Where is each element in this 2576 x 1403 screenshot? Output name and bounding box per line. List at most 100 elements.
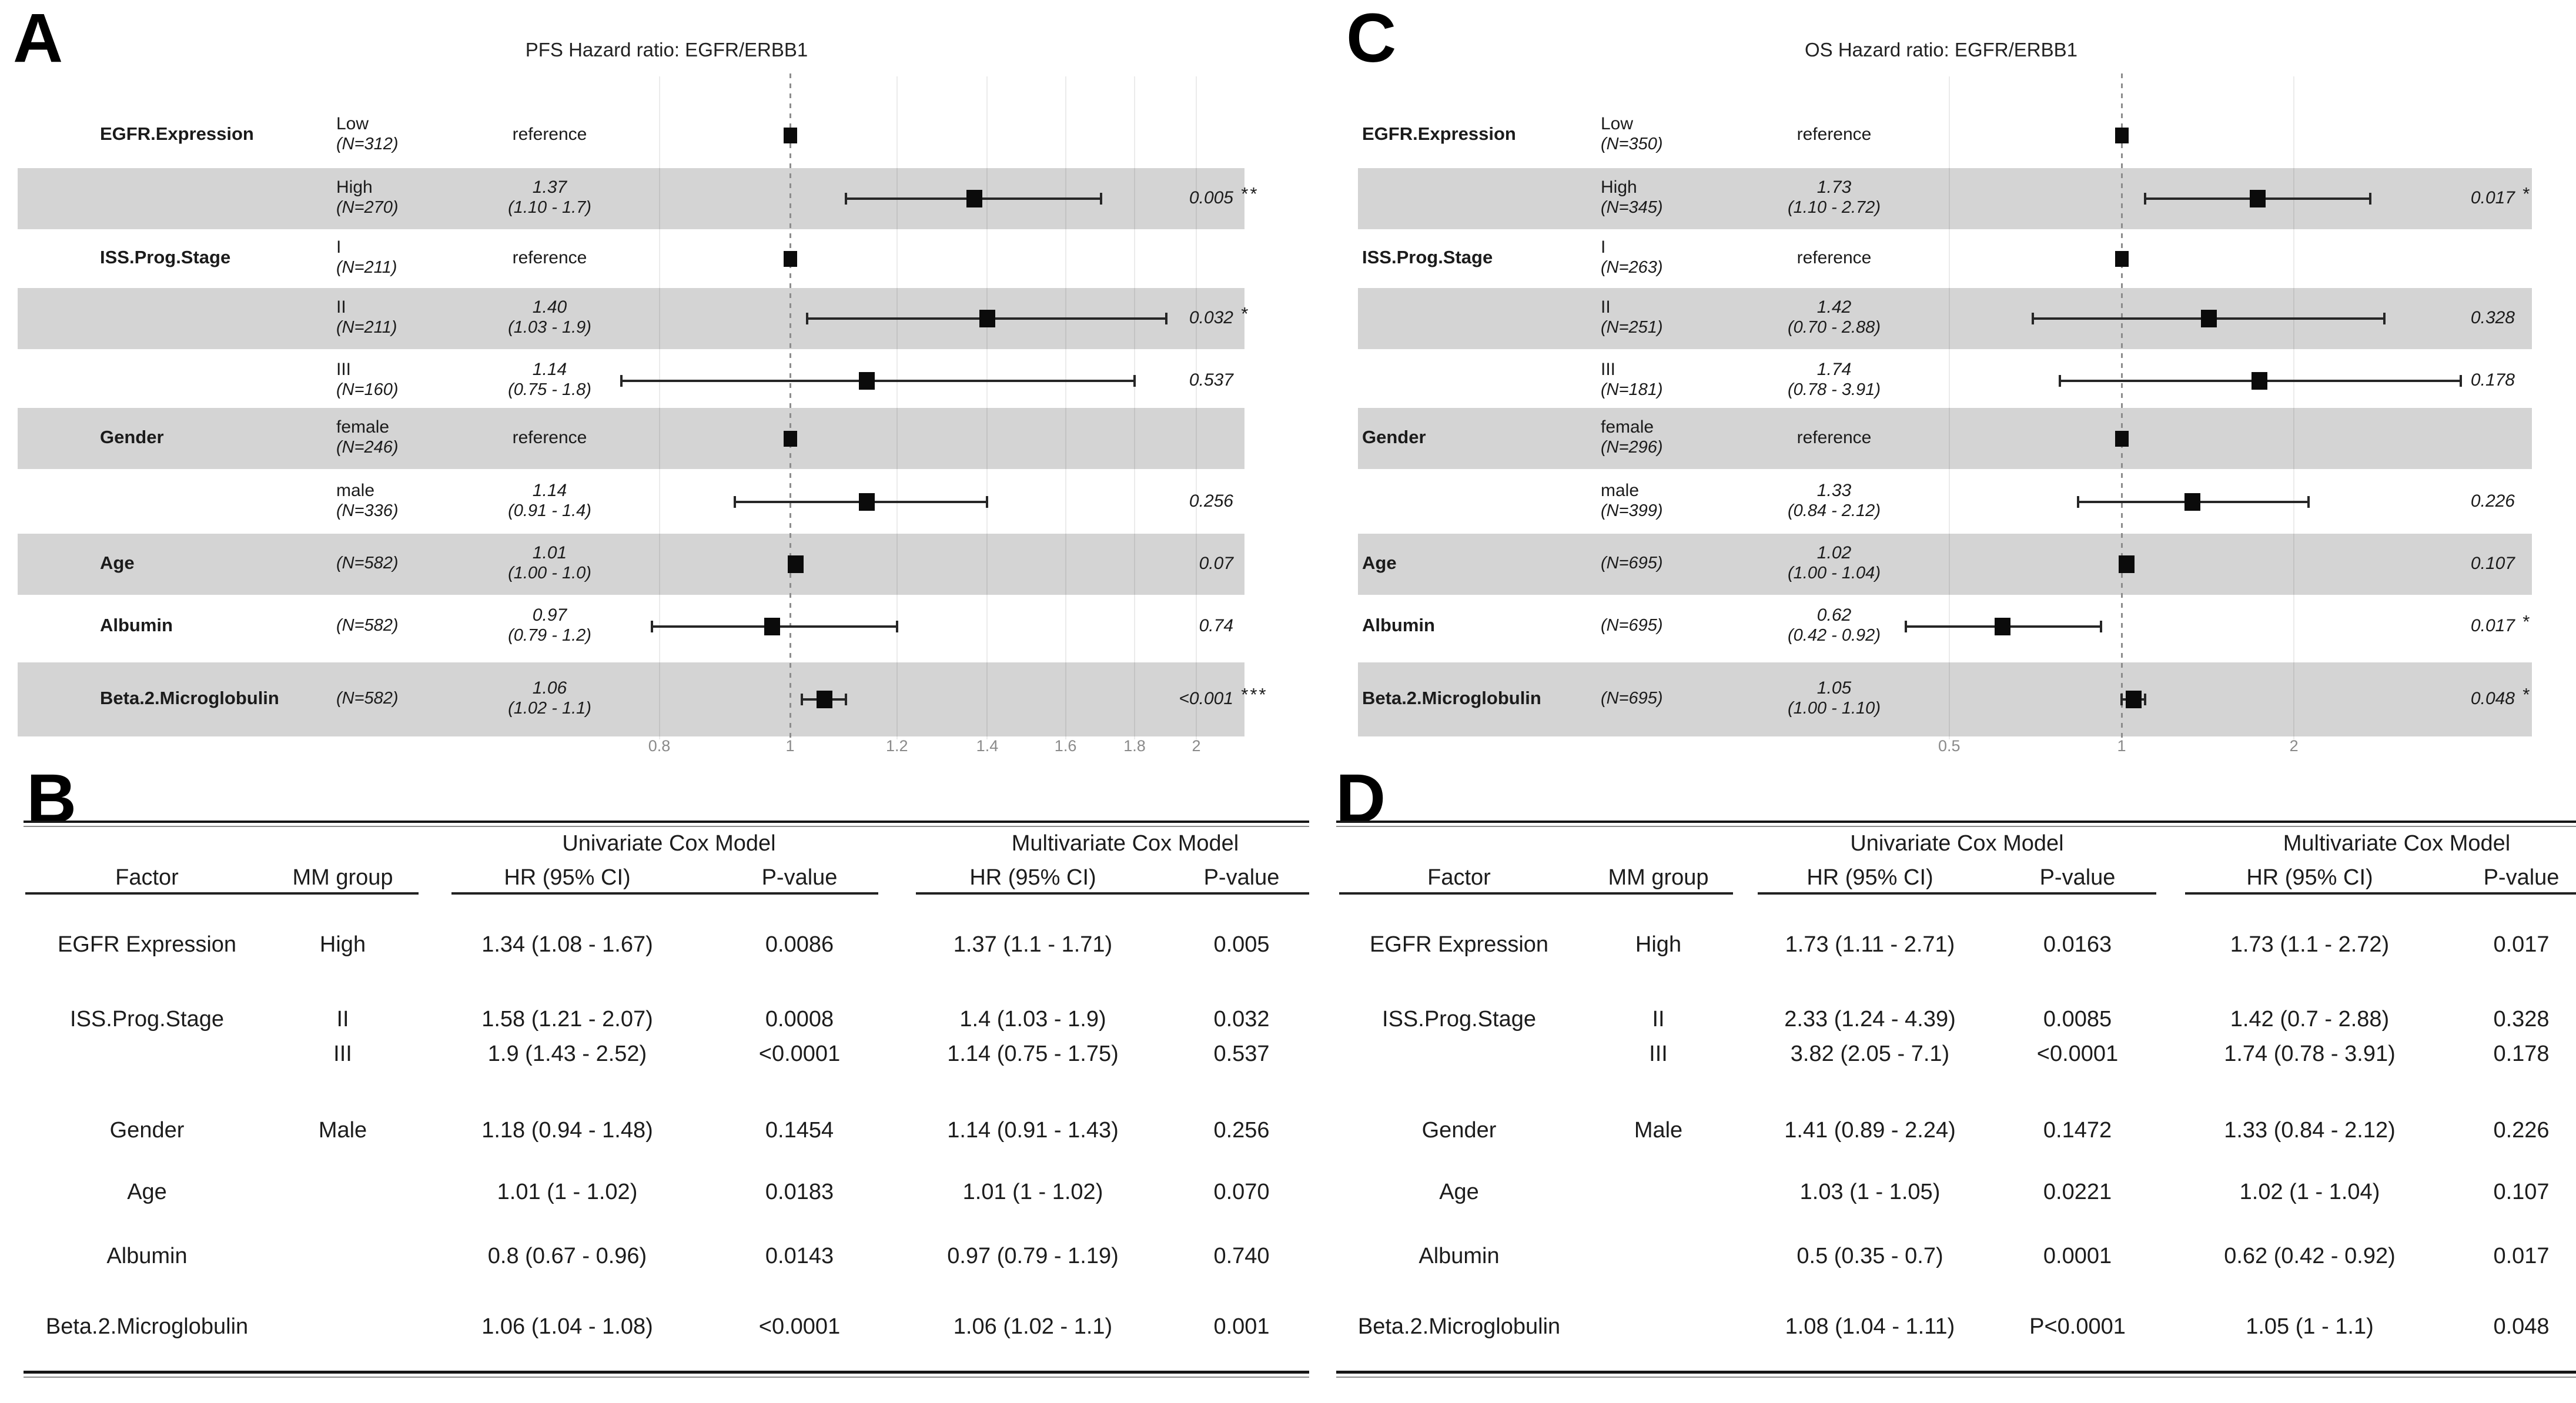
table-cell-u-hr: 1.58 (1.21 - 2.07) <box>481 1007 653 1032</box>
hr-point-marker <box>2118 555 2135 573</box>
table-col-header: P-value <box>1203 865 1280 890</box>
header-underline <box>451 892 878 895</box>
axis-gridline <box>896 76 898 739</box>
ci-cap-right <box>2383 313 2386 324</box>
p-value: 0.048 <box>2470 689 2515 708</box>
hr-value: reference <box>1796 248 1872 267</box>
table-cell-u-hr: 1.03 (1 - 1.05) <box>1799 1180 1941 1204</box>
table-cell-u-p: <0.0001 <box>758 1042 841 1066</box>
table-cell-group: II <box>336 1007 349 1032</box>
n-label: (N=312) <box>336 135 399 153</box>
axis-gridline <box>1065 76 1066 739</box>
significance-stars: * <box>2522 183 2531 204</box>
n-label: (N=336) <box>336 501 399 520</box>
ci-cap-right <box>845 694 848 705</box>
table-cell-group: Male <box>318 1118 367 1143</box>
row-stripe <box>1358 408 2532 469</box>
ci-cap-right <box>1100 193 1103 205</box>
forest-title-os: OS Hazard ratio: EGFR/ERBB1 <box>1805 39 2077 61</box>
n-label: (N=695) <box>1601 554 1663 572</box>
hr-value: 1.05 <box>1816 678 1852 698</box>
hr-point-marker <box>2115 127 2129 143</box>
table-bottom-rule <box>1336 1371 2576 1374</box>
table-cell-u-hr: 0.8 (0.67 - 0.96) <box>487 1244 647 1268</box>
hr-value: reference <box>512 248 587 267</box>
hr-value: reference <box>512 428 587 447</box>
factor-label: Gender <box>1362 427 1426 447</box>
table-cell-m-hr: 1.06 (1.02 - 1.1) <box>953 1314 1113 1339</box>
header-underline <box>25 892 419 895</box>
table-cell-factor: EGFR Expression <box>57 932 237 957</box>
factor-label: Age <box>100 553 135 573</box>
table-cell-u-p: 0.0086 <box>765 932 834 957</box>
hr-point-marker <box>2115 250 2129 267</box>
n-label: (N=246) <box>336 438 399 457</box>
row-stripe <box>1358 534 2532 595</box>
hr-value: 1.14 <box>532 360 567 379</box>
ci-value: (0.79 - 1.2) <box>508 626 591 645</box>
level-label: I <box>1601 237 1606 257</box>
table-cell-m-hr: 1.42 (0.7 - 2.88) <box>2230 1007 2390 1032</box>
n-label: (N=345) <box>1601 198 1663 217</box>
hr-value: 1.33 <box>1816 481 1852 500</box>
panel-label-b: B <box>26 760 77 838</box>
table-cell-u-hr: 1.9 (1.43 - 2.52) <box>487 1042 647 1066</box>
table-cell-m-hr: 1.14 (0.75 - 1.75) <box>947 1042 1119 1066</box>
p-value: 0.005 <box>1189 188 1233 207</box>
table-cell-group: High <box>1635 932 1682 957</box>
header-underline <box>1758 892 2156 895</box>
table-cell-m-hr: 1.73 (1.1 - 2.72) <box>2230 932 2390 957</box>
factor-label: Albumin <box>100 615 173 635</box>
table-cell-group: High <box>319 932 366 957</box>
hr-value: 1.02 <box>1816 543 1852 562</box>
table-col-header: MM group <box>1608 865 1709 890</box>
significance-stars: ** <box>1240 183 1259 204</box>
table-top-rule <box>1336 821 2576 823</box>
n-label: (N=263) <box>1601 258 1663 277</box>
table-cell-m-hr: 1.05 (1 - 1.1) <box>2246 1314 2374 1339</box>
hr-value: 0.97 <box>532 605 567 625</box>
ci-cap-left <box>2077 496 2080 508</box>
table-col-header: HR (95% CI) <box>969 865 1096 890</box>
significance-stars: * <box>1240 303 1250 324</box>
ci-cap-left <box>1905 621 1908 632</box>
table-cell-factor: Albumin <box>1419 1244 1500 1268</box>
table-cell-u-hr: 2.33 (1.24 - 4.39) <box>1784 1007 1956 1032</box>
p-value: 0.032 <box>1189 308 1233 327</box>
ci-cap-right <box>2369 193 2372 205</box>
table-bottom-rule-2 <box>1336 1377 2576 1378</box>
ci-cap-left <box>800 694 803 705</box>
hr-point-marker <box>859 372 875 390</box>
ci-cap-right <box>986 496 989 508</box>
row-stripe <box>18 534 1244 595</box>
table-cell-m-hr: 1.33 (0.84 - 2.12) <box>2224 1118 2396 1143</box>
table-cell-factor: Beta.2.Microglobulin <box>1357 1314 1561 1339</box>
axis-gridline <box>1134 76 1136 739</box>
table-group-header: Univariate Cox Model <box>1850 831 2064 856</box>
ci-value: (0.78 - 3.91) <box>1788 380 1881 399</box>
n-label: (N=160) <box>336 380 399 399</box>
ci-cap-right <box>895 621 898 632</box>
panel-label-a: A <box>13 0 63 77</box>
table-top-rule-2 <box>24 826 1309 827</box>
table-cell-u-p: 0.1454 <box>765 1118 834 1143</box>
hr-value: 0.62 <box>1816 605 1852 625</box>
axis-tick-label: 0.5 <box>1938 737 1961 755</box>
table-cell-u-hr: 1.06 (1.04 - 1.08) <box>481 1314 653 1339</box>
axis-gridline <box>1948 76 1950 739</box>
table-cell-m-p: 0.178 <box>2493 1042 2550 1066</box>
ci-value: (1.00 - 1.0) <box>508 564 591 582</box>
n-label: (N=582) <box>336 616 399 635</box>
level-label: Low <box>336 114 369 133</box>
factor-label: ISS.Prog.Stage <box>100 247 231 267</box>
ci-cap-right <box>1133 375 1136 387</box>
significance-stars: *** <box>1240 684 1267 705</box>
p-value: 0.107 <box>2470 554 2515 573</box>
p-value: 0.178 <box>2470 370 2515 390</box>
axis-tick-label: 1.4 <box>976 737 999 755</box>
table-cell-factor: Albumin <box>106 1244 188 1268</box>
ci-cap-right <box>1165 313 1167 324</box>
axis-tick-label: 1 <box>2117 737 2126 755</box>
table-cell-u-hr: 1.01 (1 - 1.02) <box>497 1180 638 1204</box>
